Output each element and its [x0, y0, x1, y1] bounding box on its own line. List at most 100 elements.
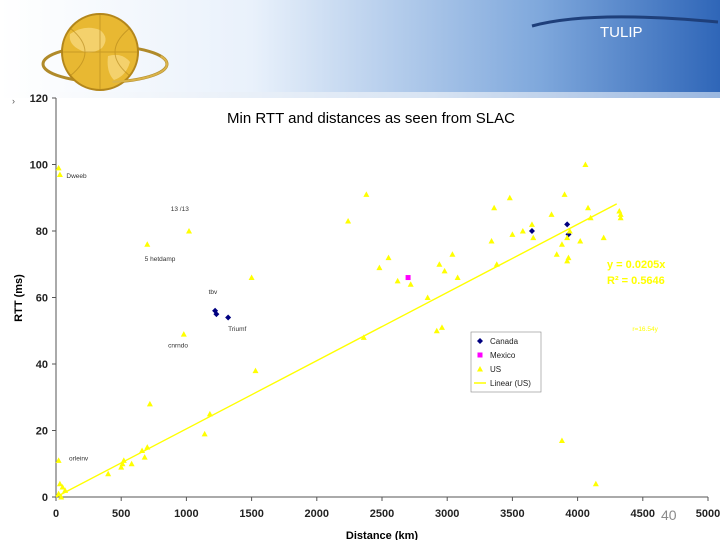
point-us — [528, 221, 535, 227]
point-us — [139, 447, 146, 453]
point-annotation: 13 /13 — [171, 206, 189, 213]
fit-equation: y = 0.0205x — [607, 259, 666, 271]
y-tick-label: 20 — [36, 426, 48, 438]
x-tick-label: 500 — [112, 508, 130, 520]
point-us — [577, 237, 584, 244]
header-stripe — [0, 92, 720, 98]
point-us — [62, 487, 69, 493]
point-annotation: 5 hetdamp — [145, 256, 176, 263]
point-us — [120, 457, 127, 463]
point-us — [585, 204, 592, 211]
point-us — [363, 191, 370, 197]
point-us — [506, 194, 513, 201]
point-us — [617, 214, 624, 221]
legend-label-linear-us: Linear (US) — [490, 379, 531, 388]
x-tick-labels: 0 500 1000 1500 2000 2500 3000 3500 4000 4500 5000 — [53, 497, 720, 520]
point-us — [424, 294, 431, 300]
point-us — [144, 241, 151, 247]
point-us — [186, 228, 193, 234]
page-number: 40 — [661, 507, 677, 523]
point-us — [436, 261, 443, 267]
x-tick-label: 4000 — [565, 508, 589, 520]
point-us — [553, 251, 560, 257]
point-us — [565, 254, 572, 261]
legend-marker-mexico — [477, 352, 483, 358]
point-canada — [564, 221, 571, 228]
point-us — [488, 237, 495, 244]
point-annotation: r=16.54y — [632, 326, 658, 333]
point-us — [248, 274, 255, 281]
point-us — [491, 204, 498, 211]
point-us — [360, 334, 367, 340]
legend-marker-canada — [477, 338, 483, 344]
legend: Canada Mexico US Linear (US) — [470, 331, 542, 393]
y-tick-label: 80 — [36, 226, 48, 238]
x-tick-label: 3500 — [500, 508, 524, 520]
x-tick-label: 0 — [53, 508, 59, 520]
point-us — [345, 218, 352, 224]
point-us — [438, 324, 445, 330]
app-title: TULIP — [600, 24, 643, 41]
point-us — [600, 234, 607, 241]
point-us — [582, 161, 589, 167]
point-us — [180, 331, 187, 337]
point-us — [56, 171, 63, 177]
y-axis-label: RTT (ms) — [13, 274, 25, 322]
globe-logo-icon — [41, 13, 169, 91]
point-us — [394, 277, 401, 284]
point-us — [561, 191, 568, 197]
point-us — [433, 327, 440, 334]
point-mexico — [405, 275, 411, 281]
point-us — [141, 454, 148, 460]
x-axis-label: Distance (km) — [346, 530, 418, 540]
point-us — [56, 480, 63, 487]
point-annotation: tbv — [209, 289, 218, 296]
legend-label-canada: Canada — [490, 337, 519, 346]
point-us — [530, 234, 537, 241]
point-us — [454, 274, 461, 281]
chart-title: Min RTT and distances as seen from SLAC — [227, 110, 515, 127]
legend-label-us: US — [490, 365, 501, 374]
point-us — [376, 264, 383, 271]
point-us — [128, 460, 135, 467]
y-tick-labels: 0 20 40 60 80 100 120 — [30, 93, 56, 504]
point-us — [519, 228, 526, 234]
data-points — [55, 161, 624, 500]
point-us — [564, 257, 571, 264]
point-us — [617, 211, 624, 217]
fit-r-squared: R² = 0.5646 — [607, 275, 665, 287]
point-us — [55, 490, 62, 497]
point-us — [407, 281, 414, 287]
point-us — [566, 228, 573, 234]
legend-box — [470, 331, 542, 393]
plot-area — [56, 98, 708, 497]
point-us — [564, 234, 571, 241]
point-us — [55, 457, 62, 463]
y-tick-label: 120 — [30, 93, 48, 105]
x-tick-label: 4500 — [631, 508, 655, 520]
point-annotation: orleinv — [69, 455, 89, 462]
y-tick-label: 60 — [36, 293, 48, 305]
point-us — [119, 460, 126, 467]
x-tick-label: 2000 — [305, 508, 329, 520]
x-tick-label: 1500 — [239, 508, 263, 520]
point-us — [146, 400, 153, 407]
point-annotation: cnrndo — [168, 342, 188, 349]
point-us — [252, 367, 259, 374]
point-us — [493, 261, 500, 267]
point-us — [592, 480, 599, 487]
y-tick-label: 0 — [42, 492, 48, 504]
point-annotation: Triumf — [228, 326, 246, 333]
point-us — [206, 410, 213, 417]
x-tick-label: 1000 — [174, 508, 198, 520]
x-tick-label: 3000 — [435, 508, 459, 520]
point-annotations: Dweeb 13 /13 5 hetdamp tbv Triumf cnrndo orlei… — [66, 173, 658, 463]
point-us — [55, 164, 62, 171]
point-us — [558, 437, 565, 443]
point-us — [201, 430, 208, 437]
legend-label-mexico: Mexico — [490, 351, 516, 360]
legend-marker-us — [477, 366, 483, 372]
point-us — [105, 470, 112, 477]
point-us — [509, 231, 516, 237]
